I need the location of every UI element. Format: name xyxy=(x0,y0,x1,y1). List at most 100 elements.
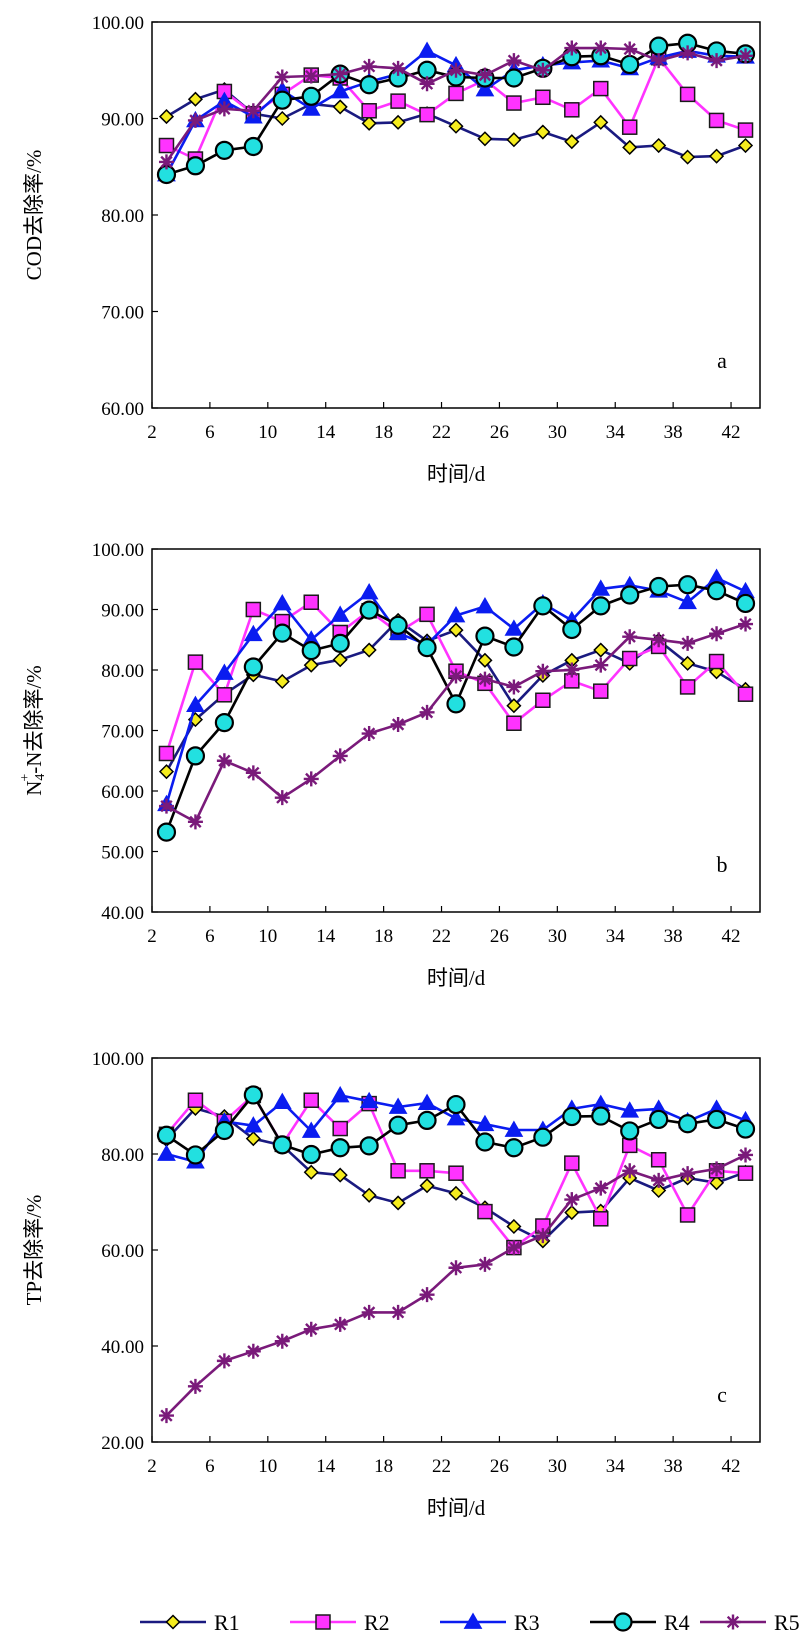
data-point-r1 xyxy=(274,673,290,690)
y-tick-label: 80.00 xyxy=(101,661,144,682)
data-point-r1 xyxy=(564,1204,580,1221)
data-point-r2 xyxy=(506,715,522,731)
x-tick-label: 22 xyxy=(432,1456,451,1477)
data-point-r5 xyxy=(709,53,725,69)
x-tick-label: 26 xyxy=(490,926,509,947)
panel-label: c xyxy=(717,1382,727,1407)
x-tick-label: 18 xyxy=(374,1456,393,1477)
data-point-r5 xyxy=(187,1378,203,1394)
data-point-r2 xyxy=(593,80,609,97)
data-point-r4 xyxy=(706,581,727,601)
data-point-r2 xyxy=(187,1092,204,1108)
data-point-r5 xyxy=(245,765,261,781)
data-point-r2 xyxy=(332,1120,348,1137)
data-point-r1 xyxy=(332,652,348,668)
y-tick-label: 90.00 xyxy=(101,110,144,131)
data-point-r4 xyxy=(301,86,321,106)
data-point-r4 xyxy=(504,68,524,88)
data-point-r5 xyxy=(274,1333,290,1349)
legend: R1 R2 R3 R4 R5 xyxy=(140,1610,800,1635)
data-point-r3 xyxy=(272,593,292,611)
data-point-r4 xyxy=(620,1121,640,1141)
y-axis-title: TP去除率/% xyxy=(22,1195,46,1306)
data-point-r3 xyxy=(475,80,495,97)
x-tick-label: 38 xyxy=(664,422,683,443)
data-point-r5 xyxy=(593,657,609,673)
legend-item-r2: R2 xyxy=(290,1610,390,1635)
data-point-r1 xyxy=(506,698,522,714)
data-point-r4 xyxy=(330,633,350,653)
y-tick-label: 80.00 xyxy=(101,206,144,227)
data-point-r5 xyxy=(332,66,348,82)
x-tick-label: 18 xyxy=(374,926,393,947)
data-point-r3 xyxy=(446,606,466,623)
y-tick-label: 70.00 xyxy=(101,722,144,743)
data-point-r5 xyxy=(274,790,290,806)
data-point-r4 xyxy=(359,75,379,95)
data-point-r5 xyxy=(187,814,203,830)
y-tick-label: 90.00 xyxy=(101,601,144,622)
data-point-r1 xyxy=(419,1178,435,1194)
legend-label: R3 xyxy=(514,1610,540,1635)
data-point-r3 xyxy=(301,1121,321,1138)
data-point-r5 xyxy=(419,704,435,720)
x-tick-label: 22 xyxy=(432,422,451,443)
data-point-r1 xyxy=(506,1218,522,1235)
data-point-r5 xyxy=(216,101,232,117)
data-point-r1 xyxy=(506,132,522,148)
data-point-r2 xyxy=(390,93,406,109)
data-point-r2 xyxy=(679,679,696,695)
data-point-r5 xyxy=(477,1256,493,1272)
data-point-r1 xyxy=(332,1167,348,1183)
data-point-r5 xyxy=(158,1408,174,1424)
data-point-r4 xyxy=(388,615,408,635)
data-point-r4 xyxy=(272,1135,292,1155)
x-tick-label: 2 xyxy=(147,1456,157,1477)
x-axis-title: 时间/d xyxy=(427,1496,486,1520)
data-point-r4 xyxy=(735,593,756,614)
data-point-r5 xyxy=(738,616,754,632)
y-tick-label: 20.00 xyxy=(101,1433,144,1454)
data-point-r1 xyxy=(709,1175,725,1191)
data-point-r5 xyxy=(506,679,522,695)
y-axis-title: COD去除率/% xyxy=(22,150,46,281)
panel-label: b xyxy=(717,852,728,877)
plot-frame xyxy=(151,548,761,913)
data-point-r1 xyxy=(274,110,290,127)
data-point-r2 xyxy=(708,112,725,129)
data-point-r4 xyxy=(214,713,234,733)
data-point-r1 xyxy=(390,1195,406,1211)
data-point-r5 xyxy=(332,748,348,764)
x-tick-label: 22 xyxy=(432,926,451,947)
data-point-r1 xyxy=(680,149,696,165)
data-point-r2 xyxy=(158,745,175,762)
data-point-r1 xyxy=(361,115,377,131)
data-point-r1 xyxy=(448,118,464,134)
data-point-r2 xyxy=(390,1163,406,1179)
x-tick-label: 10 xyxy=(258,926,277,947)
y-tick-label: 50.00 xyxy=(101,843,144,864)
data-point-r2 xyxy=(303,594,319,610)
data-point-r4 xyxy=(475,626,495,646)
data-point-r5 xyxy=(738,48,754,64)
data-point-r5 xyxy=(158,798,174,814)
data-point-r4 xyxy=(272,90,292,110)
y-tick-label: 60.00 xyxy=(101,782,144,803)
data-point-r5 xyxy=(303,1321,319,1337)
data-point-r1 xyxy=(158,109,175,125)
x-tick-label: 38 xyxy=(664,926,683,947)
data-point-r3 xyxy=(678,592,697,610)
data-point-r2 xyxy=(650,1152,667,1168)
data-point-r4 xyxy=(591,1106,611,1126)
data-point-r4 xyxy=(156,1125,177,1145)
data-point-r1 xyxy=(303,657,319,673)
data-point-r1 xyxy=(361,642,377,658)
x-tick-label: 30 xyxy=(548,926,567,947)
data-point-r4 xyxy=(417,1110,437,1131)
x-tick-label: 34 xyxy=(606,1456,626,1477)
y-tick-label: 100.00 xyxy=(92,13,144,34)
x-tick-label: 34 xyxy=(606,926,626,947)
data-point-r2 xyxy=(621,119,638,135)
data-point-r5 xyxy=(216,753,232,769)
x-tick-label: 30 xyxy=(548,1456,567,1477)
